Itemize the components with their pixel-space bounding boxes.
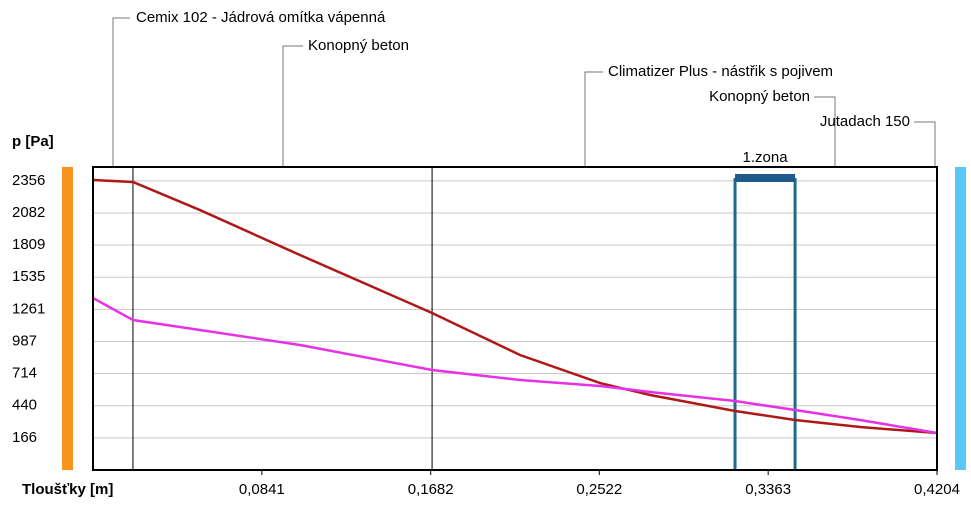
layer-label: Climatizer Plus - nástřik s pojivem bbox=[608, 63, 833, 80]
x-tick-label: 0,2522 bbox=[576, 481, 622, 498]
zone-label: 1.zona bbox=[743, 149, 789, 166]
x-tick-label: 0,4204 bbox=[914, 481, 960, 498]
x-axis-label: Tloušťky [m] bbox=[22, 481, 113, 498]
y-tick-label: 166 bbox=[12, 429, 37, 446]
zone-bar bbox=[735, 174, 796, 182]
y-tick-label: 2356 bbox=[12, 172, 45, 189]
x-tick-label: 0,3363 bbox=[745, 481, 791, 498]
y-tick-label: 1535 bbox=[12, 268, 45, 285]
y-tick-label: 1261 bbox=[12, 300, 45, 317]
plot-area bbox=[93, 167, 937, 470]
layer-label: Konopný beton bbox=[308, 37, 409, 54]
x-tick-label: 0,0841 bbox=[239, 481, 285, 498]
layer-label: Cemix 102 - Jádrová omítka vápenná bbox=[136, 9, 386, 26]
y-tick-label: 987 bbox=[12, 332, 37, 349]
y-tick-label: 2082 bbox=[12, 204, 45, 221]
left-boundary-bar bbox=[62, 167, 73, 470]
layer-label: Jutadach 150 bbox=[820, 113, 910, 130]
y-axis-label: p [Pa] bbox=[12, 133, 54, 150]
layer-label: Konopný beton bbox=[709, 88, 810, 105]
right-boundary-bar bbox=[955, 167, 966, 470]
plot-frame bbox=[92, 166, 938, 471]
layer-leaders bbox=[112, 17, 936, 167]
y-tick-label: 440 bbox=[12, 397, 37, 414]
y-tick-label: 714 bbox=[12, 365, 37, 382]
series-line bbox=[92, 178, 938, 435]
series-line bbox=[92, 296, 938, 435]
x-tick-label: 0,1682 bbox=[408, 481, 454, 498]
y-tick-label: 1809 bbox=[12, 236, 45, 253]
